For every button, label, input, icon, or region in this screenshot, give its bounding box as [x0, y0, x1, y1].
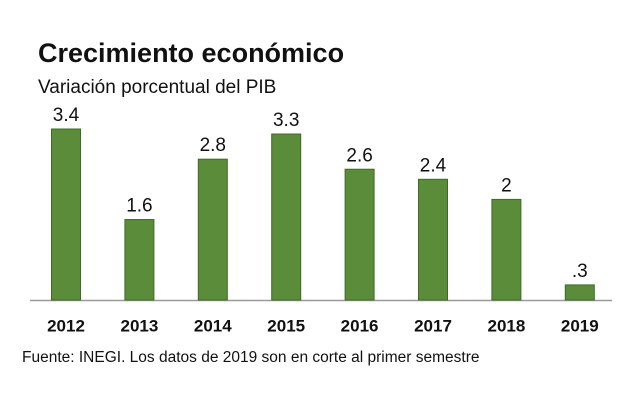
value-label: 2.4 — [420, 155, 447, 176]
value-label: 3.3 — [273, 110, 299, 131]
value-label: 2.8 — [200, 135, 226, 156]
bar — [418, 178, 448, 301]
bar — [344, 168, 375, 301]
bar — [197, 158, 228, 301]
value-label: 3.4 — [53, 105, 80, 126]
x-tick-label: 2014 — [194, 316, 232, 335]
bar — [124, 219, 155, 301]
value-label: 2 — [501, 175, 512, 196]
bar — [271, 133, 302, 301]
x-tick-label: 2018 — [487, 316, 525, 335]
value-label: 1.6 — [126, 196, 152, 217]
x-tick-label: 2012 — [47, 316, 85, 335]
bar — [564, 284, 595, 301]
x-tick-label: 2019 — [561, 316, 599, 335]
chart-subtitle: Variación porcentual del PIB — [38, 77, 276, 98]
x-tick-label: 2016 — [341, 316, 379, 335]
value-label: 2.6 — [346, 145, 372, 166]
x-tick-label: 2015 — [267, 316, 305, 335]
chart-title: Crecimiento económico — [38, 38, 344, 68]
bar — [491, 198, 522, 301]
bar — [51, 128, 81, 301]
value-label: .3 — [572, 261, 588, 282]
x-tick-label: 2017 — [414, 316, 452, 335]
footnote: Fuente: INEGI. Los datos de 2019 son en … — [22, 349, 480, 366]
x-tick-label: 2013 — [120, 316, 158, 335]
